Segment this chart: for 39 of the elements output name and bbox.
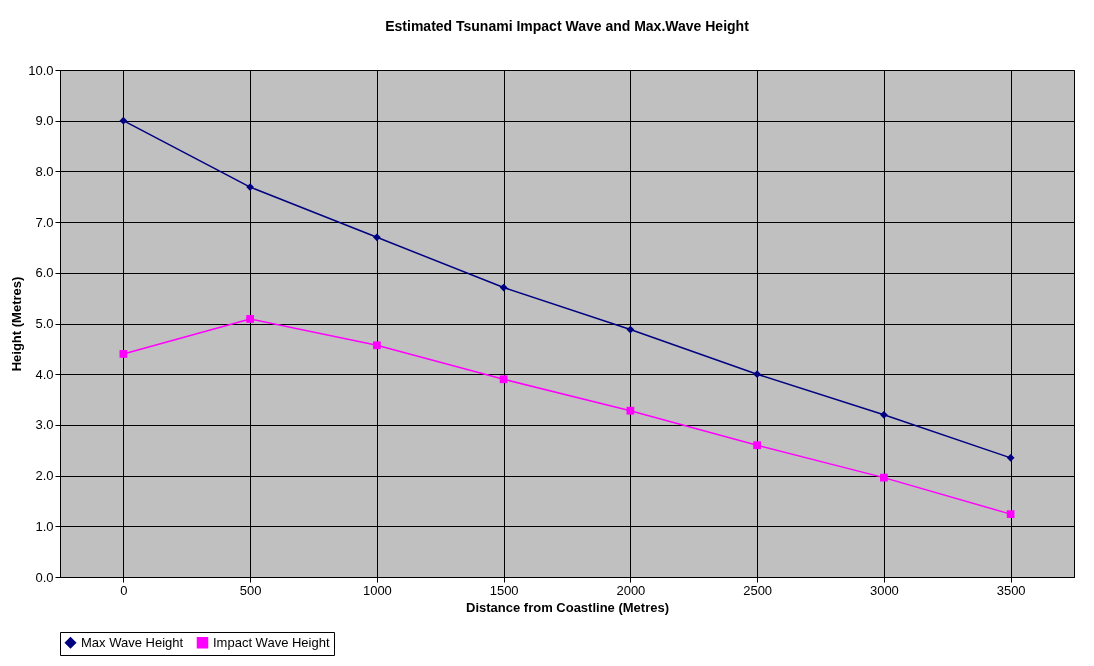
y-tick-label: 3.0	[35, 417, 54, 433]
x-tick-label: 2000	[616, 582, 646, 598]
x-tick-label: 3500	[996, 582, 1026, 598]
x-tick-label: 3000	[869, 582, 899, 598]
y-tick-label: 5.0	[35, 316, 54, 331]
x-tick-label: 500	[239, 582, 262, 598]
point	[626, 406, 635, 415]
y-tick-label: 4.0	[35, 366, 54, 382]
point	[880, 410, 888, 419]
x-tick-label: 1000	[362, 582, 392, 598]
legend-label: Max Wave Height	[81, 634, 184, 650]
y-axis-title: Height (Metres)	[9, 276, 25, 372]
x-tick-label: 0	[120, 582, 128, 598]
y-tick-label: 8.0	[35, 163, 54, 179]
point	[119, 350, 128, 358]
y-tick-label: 0.0	[35, 569, 54, 585]
point	[119, 116, 128, 125]
y-tick-label: 2.0	[35, 468, 54, 484]
y-tick-label: 9.0	[35, 113, 54, 129]
y-tick-label: 6.0	[35, 265, 54, 281]
point	[246, 315, 254, 323]
point	[753, 370, 761, 379]
chart-title: Estimated Tsunami Impact Wave and Max.Wave Height	[385, 18, 750, 34]
point	[626, 325, 635, 334]
point	[753, 441, 761, 450]
point	[880, 473, 888, 482]
x-tick-label: 1500	[489, 582, 519, 598]
point	[499, 375, 508, 384]
point	[373, 341, 381, 350]
point	[246, 183, 254, 191]
point	[1006, 510, 1015, 518]
legend-label: Impact Wave Height	[213, 634, 330, 650]
x-tick-label: 2500	[743, 582, 773, 598]
y-tick-label: 10.0	[28, 62, 54, 78]
point	[373, 233, 381, 242]
x-axis-title: Distance from Coastline (Metres)	[466, 599, 669, 615]
point	[1006, 453, 1015, 462]
y-tick-label: 7.0	[35, 214, 54, 230]
y-tick-label: 1.0	[35, 518, 54, 534]
